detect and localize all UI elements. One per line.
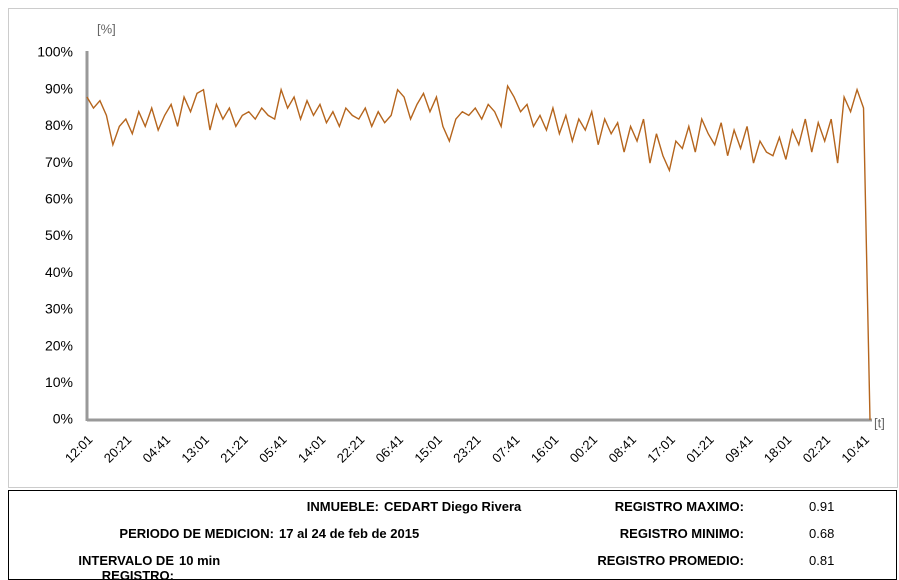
y-tick-label: 20%: [45, 337, 73, 353]
info-label: REGISTRO PROMEDIO:: [597, 553, 744, 568]
x-tick-label: 13:01: [178, 432, 212, 466]
info-label: PERIODO DE MEDICION:: [119, 526, 274, 541]
info-value: CEDART Diego Rivera: [384, 499, 522, 514]
x-tick-label: 08:41: [606, 432, 640, 466]
x-tick-label: 02:21: [800, 432, 834, 466]
x-tick-label: 09:41: [722, 432, 756, 466]
info-value: 0.68: [809, 526, 835, 541]
y-tick-label: 90%: [45, 80, 73, 96]
x-tick-label: 06:41: [373, 432, 407, 466]
y-tick-label: 0%: [53, 411, 73, 427]
y-tick-label: 60%: [45, 191, 73, 207]
x-tick-label: 20:21: [101, 432, 135, 466]
info-value: 17 al 24 de feb de 2015: [279, 526, 420, 541]
y-tick-label: 30%: [45, 301, 73, 317]
x-tick-label: 17:01: [644, 432, 678, 466]
x-tick-label: 15:01: [411, 432, 445, 466]
info-label: REGISTRO MAXIMO:: [614, 499, 744, 514]
y-tick-label: 10%: [45, 374, 73, 390]
info-value: 0.81: [809, 553, 835, 568]
info-value: 0.91: [809, 499, 835, 514]
x-tick-label: 05:41: [256, 432, 290, 466]
info-value: 10 min: [179, 553, 221, 568]
chart: [%] [t] 0% 10% 20% 30% 40% 50% 60% 70% 80% 90% 100…: [8, 8, 898, 488]
info-label: INMUEBLE:: [306, 499, 379, 514]
x-tick-label: 04:41: [140, 432, 174, 466]
y-tick-label: 50%: [45, 227, 73, 243]
info-box: INMUEBLE: CEDART Diego Rivera PERIODO DE…: [8, 490, 897, 580]
chart-frame: [8, 8, 898, 488]
info-label: INTERVALO DE REGISTRO:: [78, 553, 174, 580]
y-axis-label: [%]: [97, 21, 116, 36]
x-tick-label: 01:21: [683, 432, 717, 466]
x-tick-label: 21:21: [217, 432, 251, 466]
y-tick-label: 100%: [37, 44, 73, 60]
x-tick-label: 16:01: [528, 432, 562, 466]
x-tick-label: 14:01: [295, 432, 329, 466]
x-tick-label: 23:21: [450, 432, 484, 466]
data-line: [86, 83, 871, 421]
info-label: REGISTRO MINIMO:: [619, 526, 744, 541]
x-tick-label: 00:21: [567, 432, 601, 466]
x-tick-label: 07:41: [489, 432, 523, 466]
x-tick-label: 22:21: [334, 432, 368, 466]
x-axis-label: [t]: [874, 415, 885, 430]
y-tick-label: 70%: [45, 154, 73, 170]
x-tick-label: 12:01: [62, 432, 96, 466]
x-tick-label: 10:41: [838, 432, 872, 466]
y-tick-label: 80%: [45, 117, 73, 133]
y-tick-label: 40%: [45, 264, 73, 280]
x-tick-label: 18:01: [761, 432, 795, 466]
